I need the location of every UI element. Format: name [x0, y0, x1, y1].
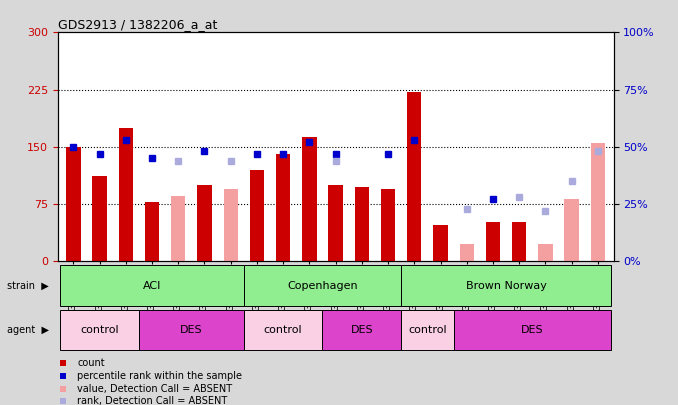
Text: control: control	[408, 325, 447, 335]
Text: control: control	[264, 325, 302, 335]
Text: count: count	[77, 358, 104, 369]
Bar	[401, 310, 454, 350]
Bar	[454, 310, 611, 350]
Bar	[564, 199, 579, 261]
Bar	[355, 187, 369, 261]
Bar	[323, 310, 401, 350]
Bar	[328, 185, 343, 261]
Text: control: control	[80, 325, 119, 335]
Text: strain  ▶: strain ▶	[7, 281, 49, 290]
Bar	[66, 147, 81, 261]
Bar	[224, 189, 238, 261]
Text: agent  ▶: agent ▶	[7, 325, 49, 335]
Text: Brown Norway: Brown Norway	[466, 281, 546, 290]
Bar	[60, 310, 139, 350]
Bar	[276, 154, 290, 261]
Bar	[244, 310, 323, 350]
Bar	[407, 92, 422, 261]
Bar	[485, 222, 500, 261]
Text: DES: DES	[521, 325, 544, 335]
Bar	[433, 225, 447, 261]
Bar	[460, 245, 474, 261]
Text: Copenhagen: Copenhagen	[287, 281, 358, 290]
Bar	[119, 128, 133, 261]
Bar	[401, 265, 611, 306]
Text: value, Detection Call = ABSENT: value, Detection Call = ABSENT	[77, 384, 232, 394]
Text: ACI: ACI	[143, 281, 161, 290]
Bar	[60, 265, 244, 306]
Bar	[538, 245, 553, 261]
Bar	[250, 170, 264, 261]
Text: GDS2913 / 1382206_a_at: GDS2913 / 1382206_a_at	[58, 18, 217, 31]
Bar	[92, 176, 107, 261]
Text: DES: DES	[351, 325, 373, 335]
Bar	[591, 143, 605, 261]
Bar	[197, 185, 212, 261]
Bar	[381, 189, 395, 261]
Bar	[139, 310, 244, 350]
Bar	[244, 265, 401, 306]
Text: DES: DES	[180, 325, 203, 335]
Text: rank, Detection Call = ABSENT: rank, Detection Call = ABSENT	[77, 396, 227, 405]
Bar	[512, 222, 526, 261]
Bar	[302, 137, 317, 261]
Bar	[171, 196, 186, 261]
Bar	[145, 202, 159, 261]
Text: percentile rank within the sample: percentile rank within the sample	[77, 371, 242, 381]
